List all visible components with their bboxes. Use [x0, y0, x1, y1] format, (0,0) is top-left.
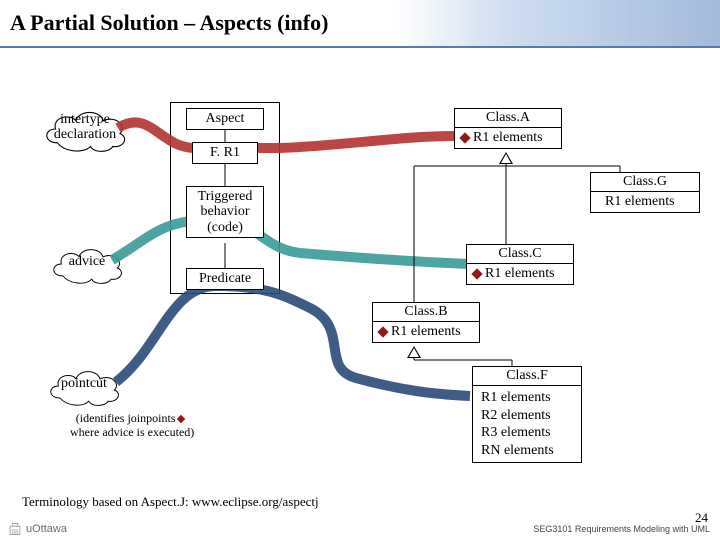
- logo-text: uOttawa: [26, 523, 67, 535]
- diamond-icon: [471, 268, 482, 279]
- diamond-icon: [459, 132, 470, 143]
- class-f-rn: RN elements: [481, 442, 573, 460]
- cloud-pointcut-label: pointcut: [61, 376, 107, 391]
- aspect-triggered-l3: (code): [207, 220, 243, 235]
- pointcut-note-l1: (identifies joinpoints: [76, 411, 176, 425]
- class-f-r2: R2 elements: [481, 407, 573, 425]
- class-a-item: R1 elements: [473, 130, 543, 145]
- footer-text: SEG3101 Requirements Modeling with UML: [533, 524, 710, 534]
- aspect-triggered-l1: Triggered: [198, 189, 253, 204]
- aspect-predicate: Predicate: [186, 268, 264, 290]
- class-f-name: Class.F: [473, 367, 581, 386]
- classbox-c: Class.C R1 elements: [466, 244, 574, 285]
- class-c-item: R1 elements: [485, 266, 555, 281]
- cloud-intertype: intertype declaration: [38, 106, 132, 152]
- page-title: A Partial Solution – Aspects (info): [10, 10, 328, 36]
- pointcut-note: (identifies joinpoints where advice is e…: [70, 412, 194, 440]
- uottawa-logo: uOttawa: [8, 522, 67, 536]
- cloud-advice: advice: [46, 244, 128, 284]
- classbox-f: Class.F R1 elements R2 elements R3 eleme…: [472, 366, 582, 463]
- aspect-triggered-l2: behavior: [201, 204, 250, 219]
- cloud-pointcut: pointcut: [40, 366, 128, 406]
- classbox-a: Class.A R1 elements: [454, 108, 562, 149]
- class-g-item: R1 elements: [605, 194, 675, 209]
- terminology-note: Terminology based on Aspect.J: www.eclip…: [22, 494, 319, 510]
- aspect-triggered: Triggered behavior (code): [186, 186, 264, 238]
- class-c-name: Class.C: [467, 245, 573, 264]
- cloud-intertype-l2: declaration: [54, 127, 116, 142]
- aspect-header: Aspect: [186, 108, 264, 130]
- aspect-fr1: F. R1: [192, 142, 258, 164]
- cloud-intertype-l1: intertype: [60, 112, 110, 127]
- classbox-g: Class.G R1 elements: [590, 172, 700, 213]
- diagram-canvas: intertype declaration advice pointcut As…: [0, 48, 720, 478]
- inheritance-arrow-icon: [407, 346, 421, 358]
- cloud-advice-label: advice: [69, 254, 106, 269]
- class-a-name: Class.A: [455, 109, 561, 128]
- class-g-name: Class.G: [591, 173, 699, 192]
- title-bar: A Partial Solution – Aspects (info): [0, 0, 720, 48]
- class-f-r3: R3 elements: [481, 424, 573, 442]
- inheritance-arrow-icon: [499, 152, 513, 164]
- class-b-name: Class.B: [373, 303, 479, 322]
- class-f-r1: R1 elements: [481, 389, 573, 407]
- diamond-icon: [377, 326, 388, 337]
- building-icon: [8, 522, 22, 536]
- class-b-item: R1 elements: [391, 324, 461, 339]
- diamond-icon: [177, 415, 185, 423]
- classbox-b: Class.B R1 elements: [372, 302, 480, 343]
- pointcut-note-l2: where advice is executed): [70, 425, 194, 439]
